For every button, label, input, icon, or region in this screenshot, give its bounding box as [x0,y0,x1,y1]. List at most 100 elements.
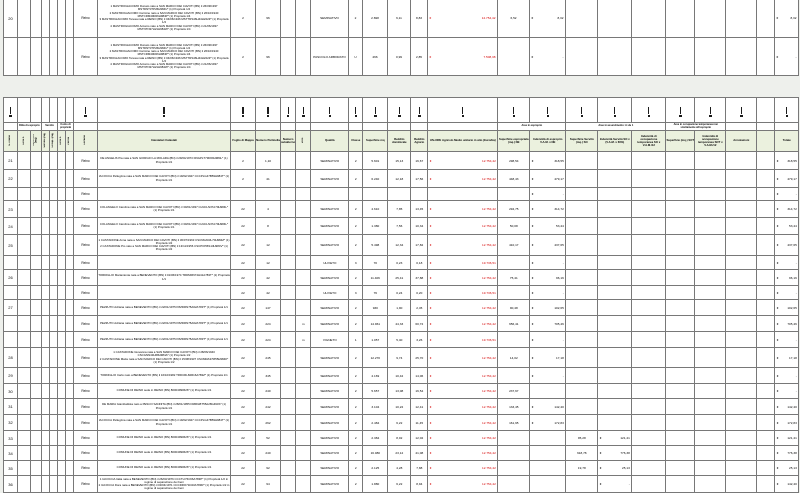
v6-cell[interactable] [65,331,74,348]
io-cell[interactable] [631,200,667,218]
intestatari-cell[interactable]: IACOCCA Pellegrina nata a SAN MARCO DEI … [97,414,231,431]
x-cell[interactable] [756,234,776,256]
is-cell[interactable] [597,234,633,256]
vam-cell[interactable]: €12.754,42 [427,367,499,384]
ann-cell[interactable] [725,299,758,316]
rd-cell[interactable]: 12,18 [387,169,412,188]
ann-cell[interactable] [725,187,758,201]
v2-cell[interactable] [30,0,42,38]
v4-cell[interactable] [49,445,58,461]
sub-cell[interactable] [279,367,297,384]
cl-cell[interactable]: 2 [348,430,364,446]
v5-cell[interactable] [57,151,66,170]
st-cell[interactable] [665,347,696,368]
intestatari-cell[interactable] [97,187,231,201]
sup-cell[interactable]: 5.657 [362,383,389,399]
it-cell[interactable] [694,414,727,431]
q-cell[interactable]: SEMINATIVO [310,151,350,170]
x-cell[interactable] [756,367,776,384]
pr-cell[interactable] [295,398,312,415]
x-cell[interactable] [756,0,775,38]
row-number-cell[interactable]: 25 [3,234,18,256]
ss-cell[interactable]: 95,28 [565,430,599,446]
f-cell[interactable] [230,187,256,201]
it-cell[interactable] [694,151,727,170]
column-header-cl[interactable]: Classe [348,130,364,152]
st-cell[interactable] [665,255,696,270]
vam-cell[interactable]: €12.754,42 [427,299,499,316]
se-cell[interactable] [497,367,531,384]
comune-cell[interactable]: Reino [73,414,98,431]
q-cell[interactable]: SEMINATIVO [310,445,350,461]
ann-cell[interactable] [725,0,757,38]
v5-cell[interactable] [57,187,66,201]
v5-cell[interactable] [57,315,66,332]
io-cell[interactable] [631,187,667,201]
se-cell[interactable]: 133,45 [497,398,531,415]
cl-cell[interactable]: 1 [348,331,364,348]
vam-cell[interactable]: €12.754,42 [427,414,499,431]
v5-cell[interactable] [57,37,66,76]
sup-cell[interactable]: 1.057 [362,331,389,348]
tot-cell[interactable]: € - [774,37,799,76]
is-cell[interactable] [597,414,633,431]
cl-cell[interactable] [348,187,364,201]
tot-cell[interactable]: € - [774,187,800,201]
vam-cell[interactable]: €12.754,42 [427,200,499,218]
p-cell[interactable]: 240 [255,383,281,399]
vam-cell[interactable]: €12.754,42 [427,445,499,461]
q-cell[interactable]: SEMINATIVO [310,169,350,188]
it-cell[interactable] [694,331,727,348]
ra-cell[interactable]: 16,67 [410,151,429,170]
io-cell[interactable] [631,315,667,332]
q-cell[interactable]: SEMINATIVO [310,383,350,399]
io-cell[interactable] [631,398,667,415]
v1-cell[interactable] [17,475,31,493]
row-number-cell[interactable]: 36 [3,475,18,493]
row-number-cell[interactable] [3,331,18,348]
pr-cell[interactable] [295,234,312,256]
rd-cell[interactable]: 5,40 [387,331,412,348]
sup-cell[interactable]: 70 [362,255,389,270]
v6-cell[interactable] [65,347,74,368]
intestatari-cell[interactable]: DE MARIA Giambattista nato a PESCO SANNI… [97,398,231,415]
column-header-ra[interactable]: Reddito Agrario [410,130,429,152]
vam-cell[interactable]: €12.754,42 [427,217,499,235]
sub-cell[interactable] [279,234,297,256]
intestatari-cell[interactable]: COLANGELO Carolina nata a SAN MARCO DEI … [97,217,231,235]
io-cell[interactable] [631,299,667,316]
sub-cell[interactable] [279,187,297,201]
v3-cell[interactable] [41,383,50,399]
ra-cell[interactable]: 0,18 [410,255,429,270]
tot-cell[interactable]: € - [774,367,800,384]
v5-cell[interactable] [57,347,66,368]
p-cell[interactable]: 96 [255,0,281,38]
vam-cell[interactable]: €12.754,42 [427,398,499,415]
p-cell[interactable]: 42 [255,269,281,286]
ie-cell[interactable]: €314,72 [529,200,567,218]
rd-cell[interactable]: 7,56 [387,217,412,235]
x-cell[interactable] [756,475,776,493]
ss-cell[interactable] [565,169,599,188]
p-cell[interactable]: 41 [255,169,281,188]
v2-cell[interactable] [30,151,42,170]
v6-cell[interactable] [65,398,74,415]
io-cell[interactable] [631,475,667,493]
v3-cell[interactable] [41,285,50,300]
sup-cell[interactable]: 1.380 [362,217,389,235]
v1-cell[interactable] [17,37,31,76]
column-header-v4[interactable]: Occup. (mq) [49,130,58,152]
v5-cell[interactable] [57,398,66,415]
rd-cell[interactable]: 0,24 [387,285,412,300]
is-cell[interactable] [597,285,633,300]
column-header-v6[interactable]: Partita [65,130,74,152]
column-header-ss[interactable]: Superficie Servitù (mq.) SO [565,130,599,152]
v3-cell[interactable] [41,445,50,461]
v1-cell[interactable] [17,217,31,235]
sup-cell[interactable]: 6.240 [362,169,389,188]
is-cell[interactable] [597,200,633,218]
q-cell[interactable]: SEMINATIVO [310,367,350,384]
tot-cell[interactable]: €479,17 [774,169,800,188]
q-cell[interactable]: ULIVETO [310,285,350,300]
v6-cell[interactable] [65,269,74,286]
